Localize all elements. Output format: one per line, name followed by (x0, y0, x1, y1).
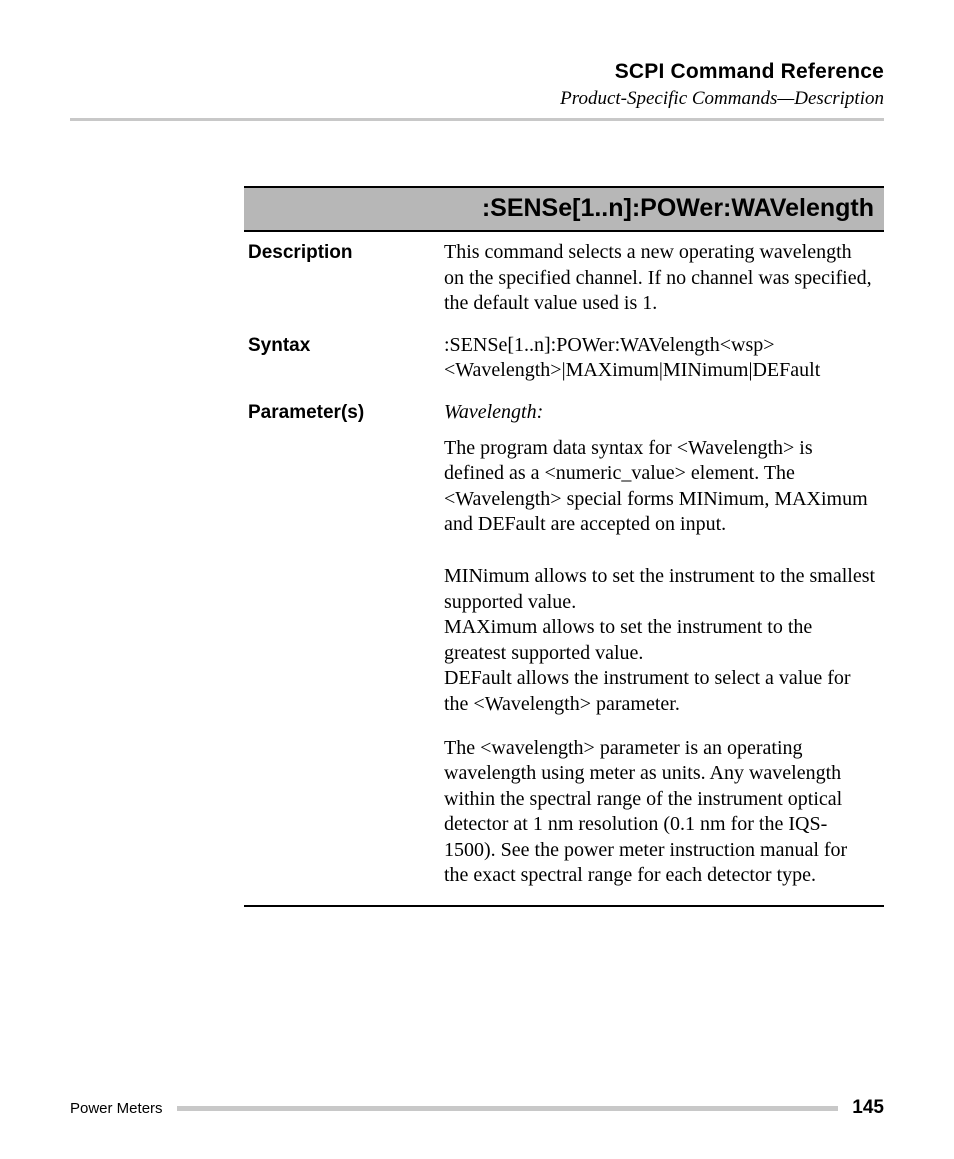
parameter-paragraph-1: The program data syntax for <Wavelength>… (444, 436, 876, 538)
row-syntax: Syntax :SENSe[1..n]:POWer:WAVelength<wsp… (244, 325, 884, 392)
footer-rule (177, 1106, 839, 1111)
paragraph-gap-1 (444, 538, 876, 564)
command-title: :SENSe[1..n]:POWer:WAVelength (244, 188, 884, 232)
page-header: SCPI Command Reference Product-Specific … (70, 60, 884, 121)
syntax-text: :SENSe[1..n]:POWer:WAVelength<wsp><Wavel… (444, 333, 876, 384)
row-description: Description This command selects a new o… (244, 232, 884, 325)
parameter-name: Wavelength: (444, 400, 876, 426)
paragraph-gap-2 (444, 718, 876, 736)
command-table: :SENSe[1..n]:POWer:WAVelength Descriptio… (244, 186, 884, 907)
footer-doc-name: Power Meters (70, 1100, 163, 1117)
body-syntax: :SENSe[1..n]:POWer:WAVelength<wsp><Wavel… (444, 333, 884, 384)
page: SCPI Command Reference Product-Specific … (0, 0, 954, 1159)
label-syntax: Syntax (244, 333, 444, 384)
header-title: SCPI Command Reference (70, 60, 884, 84)
header-rule (70, 118, 884, 121)
parameter-paragraph-3: The <wavelength> parameter is an operati… (444, 736, 876, 890)
label-description: Description (244, 240, 444, 317)
footer-page-number: 145 (852, 1097, 884, 1119)
body-parameters: Wavelength: The program data syntax for … (444, 400, 884, 889)
row-parameters: Parameter(s) Wavelength: The program dat… (244, 392, 884, 905)
page-footer: Power Meters 145 (70, 1097, 884, 1119)
body-description: This command selects a new operating wav… (444, 240, 884, 317)
parameter-paragraph-2: MINimum allows to set the instrument to … (444, 564, 876, 718)
label-parameters: Parameter(s) (244, 400, 444, 889)
description-text: This command selects a new operating wav… (444, 240, 876, 317)
header-subtitle: Product-Specific Commands—Description (70, 88, 884, 110)
